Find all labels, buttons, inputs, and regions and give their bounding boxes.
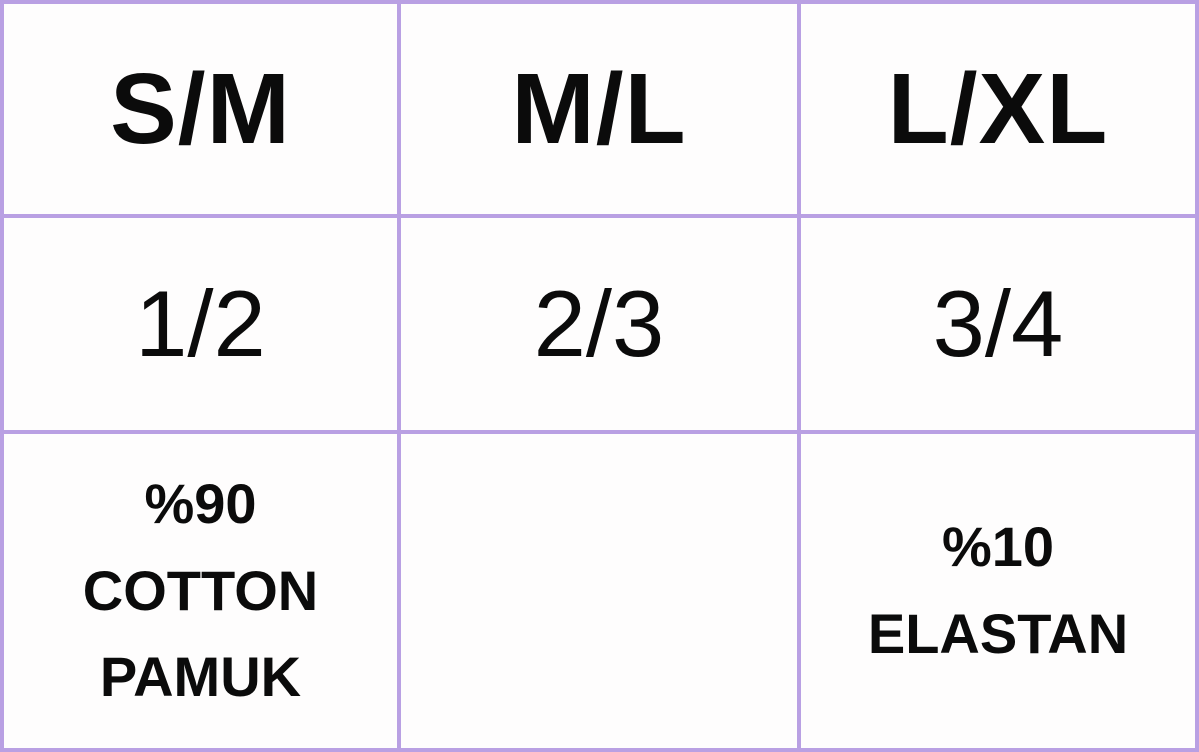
composition-cell-left: %90 COTTON PAMUK [4,434,397,748]
header-label-ml: M/L [511,52,687,165]
composition-cell-right: %10 ELASTAN [801,434,1195,748]
composition-line: ELASTAN [867,602,1129,665]
header-cell-lxl: L/XL [801,4,1195,214]
composition-cell-middle-empty [401,434,797,748]
ratio-value-sm: 1/2 [135,271,266,376]
composition-line: COTTON [82,558,319,622]
ratio-value-ml: 2/3 [533,271,665,376]
ratio-value-lxl: 3/4 [932,271,1064,376]
ratio-cell-ml: 2/3 [401,218,797,430]
header-cell-sm: S/M [4,4,397,214]
composition-line: %10 [941,515,1055,579]
ratio-cell-sm: 1/2 [4,218,397,430]
ratio-cell-lxl: 3/4 [801,218,1195,430]
header-cell-ml: M/L [401,4,797,214]
header-label-sm: S/M [110,52,291,165]
composition-line: PAMUK [99,645,302,709]
header-label-lxl: L/XL [887,52,1109,165]
composition-line: %90 [144,471,257,535]
